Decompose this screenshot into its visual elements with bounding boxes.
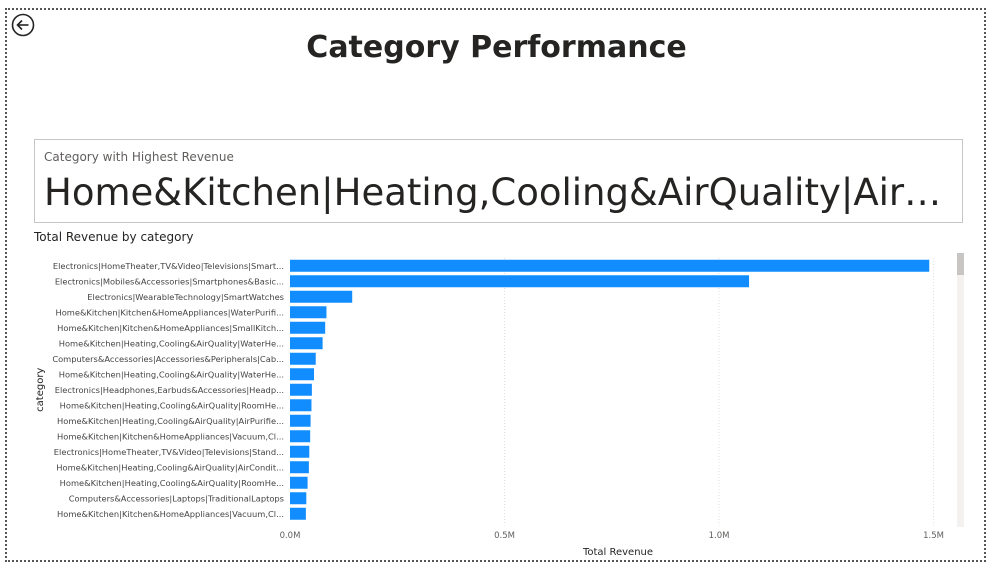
category-label: Home&Kitchen|Heating,Cooling&AirQuality|… xyxy=(57,416,284,426)
bar[interactable] xyxy=(290,275,750,288)
category-label: Electronics|Mobiles&Accessories|Smartpho… xyxy=(55,276,284,286)
report-page-frame xyxy=(5,8,986,562)
chart-title: Total Revenue by category xyxy=(34,230,194,244)
category-label: Electronics|HomeTheater,TV&Video|Televis… xyxy=(54,447,284,457)
category-label: Computers&Accessories|Accessories&Periph… xyxy=(52,354,284,364)
page-title: Category Performance xyxy=(306,30,687,65)
bar[interactable] xyxy=(290,507,306,520)
category-label: Home&Kitchen|Heating,Cooling&AirQuality|… xyxy=(60,400,284,410)
category-label: Home&Kitchen|Kitchen&HomeAppliances|Wate… xyxy=(55,307,284,317)
bar[interactable] xyxy=(290,492,307,505)
bar[interactable] xyxy=(290,414,311,427)
bar[interactable] xyxy=(290,461,309,474)
category-label: Electronics|HomeTheater,TV&Video|Televis… xyxy=(53,261,284,271)
bar[interactable] xyxy=(290,321,326,334)
scrollbar-thumb[interactable] xyxy=(957,253,964,275)
back-button[interactable] xyxy=(11,13,35,37)
category-label: Home&Kitchen|Kitchen&HomeAppliances|Vacu… xyxy=(57,509,284,519)
bar[interactable] xyxy=(290,259,930,272)
category-labels: Electronics|HomeTheater,TV&Video|Televis… xyxy=(52,261,284,519)
scrollbar-track[interactable] xyxy=(957,253,964,527)
highest-revenue-card[interactable]: Category with Highest Revenue Home&Kitch… xyxy=(34,139,963,223)
bars xyxy=(290,259,930,520)
x-tick-label: 1.5M xyxy=(923,531,944,541)
category-label: Home&Kitchen|Heating,Cooling&AirQuality|… xyxy=(59,338,284,348)
category-label: Electronics|WearableTechnology|SmartWatc… xyxy=(87,292,284,302)
card-label: Category with Highest Revenue xyxy=(44,150,234,164)
bar[interactable] xyxy=(290,337,323,350)
category-label: Electronics|Headphones,Earbuds&Accessori… xyxy=(55,385,284,395)
bar[interactable] xyxy=(290,430,311,443)
x-tick-label: 0.0M xyxy=(280,531,301,541)
bar[interactable] xyxy=(290,290,353,303)
bar[interactable] xyxy=(290,476,308,489)
bar[interactable] xyxy=(290,445,310,458)
x-axis-title: Total Revenue xyxy=(582,547,653,558)
bar[interactable] xyxy=(290,352,316,365)
category-label: Home&Kitchen|Kitchen&HomeAppliances|Vacu… xyxy=(57,431,284,441)
x-tick-labels: 0.0M 0.5M 1.0M 1.5M xyxy=(280,531,944,541)
x-tick-label: 0.5M xyxy=(494,531,515,541)
bar[interactable] xyxy=(290,383,312,396)
category-label: Home&Kitchen|Kitchen&HomeAppliances|Smal… xyxy=(57,323,284,333)
category-label: Home&Kitchen|Heating,Cooling&AirQuality|… xyxy=(60,478,284,488)
x-tick-label: 1.0M xyxy=(709,531,730,541)
category-label: Home&Kitchen|Heating,Cooling&AirQuality|… xyxy=(56,462,284,472)
back-arrow-icon xyxy=(11,13,35,37)
y-axis-title: category xyxy=(35,368,46,412)
category-label: Home&Kitchen|Heating,Cooling&AirQuality|… xyxy=(59,369,284,379)
grid-lines xyxy=(504,258,935,526)
bar[interactable] xyxy=(290,306,327,319)
bar[interactable] xyxy=(290,399,312,412)
category-label: Computers&Accessories|Laptops|Traditiona… xyxy=(69,493,284,503)
bar[interactable] xyxy=(290,368,315,381)
